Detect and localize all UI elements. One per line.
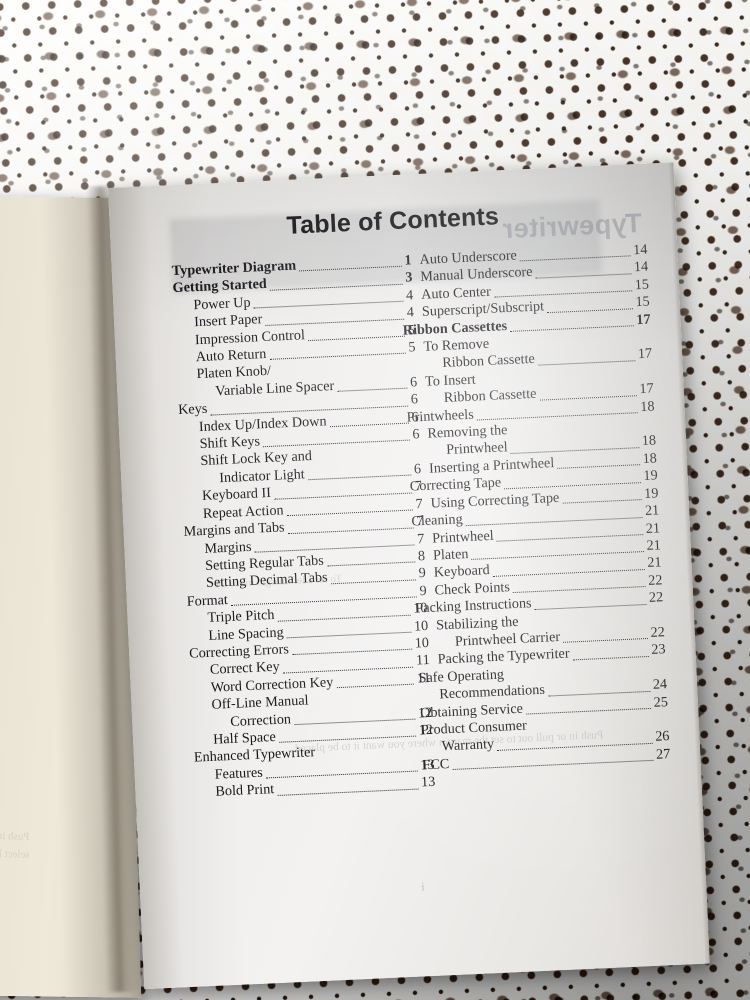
toc-leader-dots	[277, 788, 419, 796]
toc-entry-page-number: 15	[635, 293, 651, 311]
toc-entry-page-number: 21	[645, 519, 661, 537]
toc-entry-page-number: 17	[635, 311, 651, 328]
toc-entry-page-number: 14	[633, 258, 649, 276]
toc-entry-page-number: 22	[648, 589, 664, 606]
toc-entry-label: Features	[214, 764, 264, 783]
page-folio-number: i	[421, 879, 425, 894]
toc-entry-label: FCC	[422, 755, 450, 774]
toc-entry-page-number: 26	[654, 728, 670, 746]
toc-entry-label: Format	[186, 591, 229, 610]
left-page-showthrough-text: Push in or pull out the margin select le…	[0, 826, 30, 861]
toc-entry-page-number: 17	[639, 380, 655, 398]
toc-entry-page-number: 21	[646, 537, 662, 554]
toc-entry-label: Correction	[229, 710, 292, 730]
toc-entry-page-number: 27	[655, 745, 671, 763]
toc-column-left: Typewriter Diagram 1 Getting Started 3 Power…	[171, 252, 435, 802]
toc-entry-page-number: 17	[637, 345, 653, 363]
toc-entry-page-number: 22	[650, 624, 666, 641]
toc-entry-page-number: 22	[647, 571, 663, 589]
toc-entry-label: Warranty	[441, 736, 495, 755]
table-of-contents-page: Typewriter Push in or pull out to set th…	[108, 162, 710, 990]
toc-entry-label: Margins	[204, 538, 252, 557]
toc-entry-page-number: 18	[641, 432, 657, 450]
toc-leader-dots	[452, 760, 654, 771]
toc-entry-page-number: 21	[647, 554, 662, 572]
toc-entry-page-number: 23	[650, 641, 666, 659]
toc-entry-page-number: 18	[639, 398, 655, 415]
toc-entry-page-number: 13	[420, 773, 436, 791]
toc-entry-label: Printwheel	[431, 527, 494, 547]
toc-entry-page-number: 18	[642, 450, 658, 467]
page-edge-highlight	[668, 162, 710, 964]
toc-entry-page-number: 25	[653, 693, 669, 711]
toc-entry-page-number: 24	[652, 676, 668, 693]
toc-entry-page-number: 19	[643, 467, 658, 485]
toc-entry-page-number: 19	[643, 485, 659, 502]
toc-entry-page-number: 21	[644, 502, 660, 520]
toc-entry-label: Keys	[177, 400, 208, 419]
toc-entry-label: Platen	[432, 545, 469, 564]
toc-entry-page-number: 15	[634, 276, 650, 294]
toc-column-right: Auto Underscore 14 Manual Underscore 14 Auto…	[399, 242, 670, 775]
toc-entry-label: Bold Print	[215, 781, 275, 800]
toc-entry-page-number: 14	[632, 241, 648, 259]
